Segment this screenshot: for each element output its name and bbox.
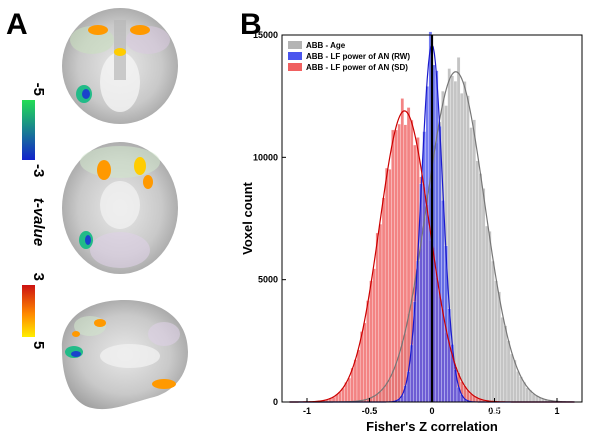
histogram-bar <box>391 129 395 403</box>
histogram-bar <box>494 280 498 403</box>
legend: ABB - Age ABB - LF power of AN (RW) ABB - … <box>288 41 410 72</box>
histogram-bar <box>466 95 470 403</box>
legend-swatch <box>288 52 302 60</box>
x-tick-label: 1 <box>554 406 559 416</box>
legend-swatch <box>288 41 302 49</box>
histogram-bar <box>463 81 467 403</box>
histogram-bar <box>503 325 508 403</box>
y-tick-label: 10000 <box>253 152 278 162</box>
histogram-bar <box>425 86 430 403</box>
y-tick-label: 15000 <box>253 30 278 40</box>
x-axis-ticks: -1 -0.5 0 0.5 1 <box>303 398 560 416</box>
histogram-bar <box>453 80 458 403</box>
colorbar-negative-segment <box>22 100 35 160</box>
histogram-bar <box>472 119 476 403</box>
histogram-bar <box>516 371 520 403</box>
x-tick-label: -0.5 <box>362 406 378 416</box>
histogram-bar <box>400 98 405 403</box>
panel-a-label: A <box>6 8 28 41</box>
histogram-bar <box>363 322 367 403</box>
histogram-bar <box>388 169 392 403</box>
legend-swatch <box>288 63 302 71</box>
legend-label: ABB - LF power of AN (SD) <box>306 63 408 72</box>
histogram-bar <box>438 125 442 403</box>
watermark: 知乎 @悦影科技 <box>452 403 540 417</box>
histogram-bar <box>506 340 511 403</box>
x-tick-label: 0 <box>429 406 434 416</box>
histogram-bar <box>500 317 505 403</box>
colorbar-title: t-value <box>30 198 47 246</box>
histogram-bar <box>484 225 489 403</box>
histogram-bar <box>475 160 480 403</box>
histogram-bar <box>519 376 523 403</box>
histogram-bar <box>381 197 386 403</box>
histogram-bar <box>366 300 370 403</box>
legend-label: ABB - Age <box>306 41 346 50</box>
histogram-bar <box>372 268 376 403</box>
histogram-bar <box>356 349 361 403</box>
colorbar: -5 -3 t-value 3 5 <box>22 83 47 349</box>
histogram-bar <box>378 223 383 403</box>
y-tick-label: 5000 <box>258 275 278 285</box>
histogram-bar <box>375 232 380 403</box>
brain-slice-coronal <box>62 8 178 124</box>
y-axis-ticks: 0 5000 10000 15000 <box>253 30 286 407</box>
histogram-bar <box>491 260 495 403</box>
y-tick-label: 0 <box>273 397 278 407</box>
histogram-bar <box>434 70 439 403</box>
brain-slice-sagittal <box>61 300 188 410</box>
colorbar-pos-top-label: 3 <box>30 273 47 281</box>
histogram-bar <box>456 57 461 403</box>
brain-slice-axial <box>62 142 178 274</box>
histogram-bar <box>509 353 514 403</box>
x-tick-label: 0.5 <box>488 406 501 416</box>
histogram-bar <box>384 167 389 403</box>
colorbar-neg-bottom-label: -3 <box>30 164 47 177</box>
histogram-bar <box>459 93 464 403</box>
y-axis-title: Voxel count <box>240 181 255 254</box>
panel-b-label: B <box>240 8 262 41</box>
x-axis-title: Fisher's Z correlation <box>366 419 498 434</box>
x-tick-label: -1 <box>303 406 311 416</box>
histogram-bar <box>422 131 426 403</box>
colorbar-pos-bottom-label: 5 <box>30 341 47 349</box>
histogram-bar <box>497 291 501 403</box>
histogram-bar <box>478 173 483 403</box>
histogram-bar <box>353 359 358 403</box>
histogram-bars <box>319 31 555 403</box>
histogram-bar <box>347 377 351 403</box>
histogram-bar <box>488 231 492 403</box>
colorbar-positive-segment <box>22 285 35 337</box>
histogram-bar <box>397 123 401 403</box>
histogram-bar <box>469 127 473 403</box>
histogram-bar <box>525 387 530 403</box>
histogram-bar <box>481 188 486 403</box>
colorbar-neg-top-label: -5 <box>30 83 47 96</box>
histogram-bar <box>403 124 408 403</box>
legend-label: ABB - LF power of AN (RW) <box>306 52 410 61</box>
histogram-bar <box>369 280 373 403</box>
histogram-bar <box>441 200 445 403</box>
